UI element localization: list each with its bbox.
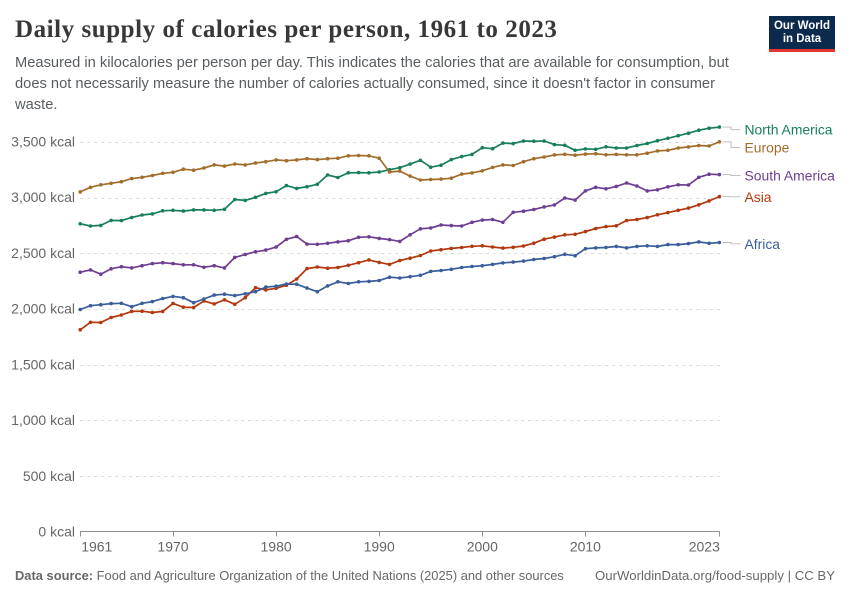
svg-text:2010: 2010 <box>570 539 601 555</box>
svg-text:1990: 1990 <box>364 539 395 555</box>
svg-text:Europe: Europe <box>745 140 790 156</box>
svg-text:500 kcal: 500 kcal <box>23 468 75 484</box>
svg-text:3,000 kcal: 3,000 kcal <box>11 189 75 205</box>
svg-text:2,000 kcal: 2,000 kcal <box>11 301 75 317</box>
svg-text:1,500 kcal: 1,500 kcal <box>11 356 75 372</box>
svg-text:1961: 1961 <box>81 539 112 555</box>
svg-text:1980: 1980 <box>261 539 292 555</box>
svg-text:Africa: Africa <box>745 236 781 252</box>
svg-text:2,500 kcal: 2,500 kcal <box>11 245 75 261</box>
svg-text:0 kcal: 0 kcal <box>38 524 75 540</box>
svg-text:North America: North America <box>745 122 833 138</box>
svg-text:2023: 2023 <box>689 539 720 555</box>
svg-text:1970: 1970 <box>157 539 188 555</box>
svg-text:South America: South America <box>745 168 836 184</box>
svg-text:1,000 kcal: 1,000 kcal <box>11 412 75 428</box>
svg-text:3,500 kcal: 3,500 kcal <box>11 134 75 150</box>
svg-text:2000: 2000 <box>467 539 498 555</box>
svg-text:Asia: Asia <box>745 189 772 205</box>
